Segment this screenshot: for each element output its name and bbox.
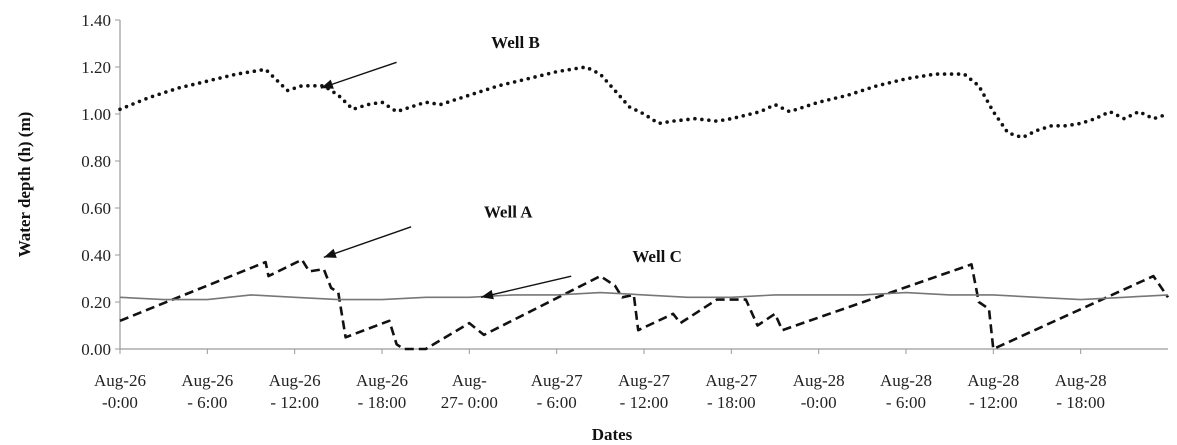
x-tick-label: -0:00 <box>102 393 138 412</box>
x-tick-label: - 12:00 <box>620 393 669 412</box>
x-tick-label: 27- 0:00 <box>441 393 498 412</box>
y-tick-label: 0.40 <box>81 246 111 265</box>
annotation-arrowhead <box>321 80 334 89</box>
annotation-label-well-c: Well C <box>632 247 682 266</box>
x-tick-label: - 12:00 <box>969 393 1018 412</box>
y-tick-label: 0.00 <box>81 340 111 359</box>
x-tick-label: Aug-27 <box>618 371 670 390</box>
annotation-label-well-a: Well A <box>484 202 533 221</box>
annotation-arrowhead <box>481 290 494 299</box>
y-tick-label: 0.60 <box>81 199 111 218</box>
x-tick-label: - 18:00 <box>1056 393 1105 412</box>
x-tick-label: - 18:00 <box>358 393 407 412</box>
x-tick-label: Aug-26 <box>181 371 233 390</box>
y-tick-label: 1.20 <box>81 58 111 77</box>
x-tick-label: - 12:00 <box>270 393 319 412</box>
x-axis-title: Dates <box>592 425 633 444</box>
x-tick-label: Aug-28 <box>967 371 1019 390</box>
x-tick-label: Aug-26 <box>269 371 321 390</box>
y-tick-label: 1.40 <box>81 11 111 30</box>
x-tick-label: - 18:00 <box>707 393 756 412</box>
annotation-label-well-b: Well B <box>491 33 540 52</box>
x-tick-label: Aug-26 <box>356 371 408 390</box>
y-axis-title: Water depth (h) (m) <box>15 112 34 258</box>
axes: 0.00 0.20 0.40 0.60 0.80 1.00 1.20 1.40 Aug-26 -… <box>81 11 1168 412</box>
x-tick-label: Aug-28 <box>1055 371 1107 390</box>
x-tick-label: Aug-28 <box>793 371 845 390</box>
x-tick-label: Aug-27 <box>531 371 583 390</box>
series-line-well-c <box>120 293 1168 300</box>
x-tick-label: - 6:00 <box>537 393 577 412</box>
x-tick-label: Aug- <box>452 371 487 390</box>
x-ticks: Aug-26 -0:00 Aug-26 - 6:00 Aug-26 - 12:00 Aug-… <box>94 349 1107 412</box>
annotation-arrowhead <box>324 249 337 258</box>
y-tick-label: 0.20 <box>81 293 111 312</box>
x-tick-label: -0:00 <box>801 393 837 412</box>
series-lines <box>120 67 1168 349</box>
series-line-well-b <box>120 67 1168 138</box>
x-tick-label: Aug-28 <box>880 371 932 390</box>
annotation-arrow-line <box>324 227 411 258</box>
x-tick-label: - 6:00 <box>187 393 227 412</box>
y-tick-label: 1.00 <box>81 105 111 124</box>
x-tick-label: Aug-27 <box>705 371 757 390</box>
annotations: Well B Well A Well C <box>321 33 682 299</box>
x-tick-label: Aug-26 <box>94 371 146 390</box>
y-tick-label: 0.80 <box>81 152 111 171</box>
series-line-well-a <box>120 260 1168 349</box>
y-ticks: 0.00 0.20 0.40 0.60 0.80 1.00 1.20 1.40 <box>81 11 120 359</box>
x-tick-label: - 6:00 <box>886 393 926 412</box>
